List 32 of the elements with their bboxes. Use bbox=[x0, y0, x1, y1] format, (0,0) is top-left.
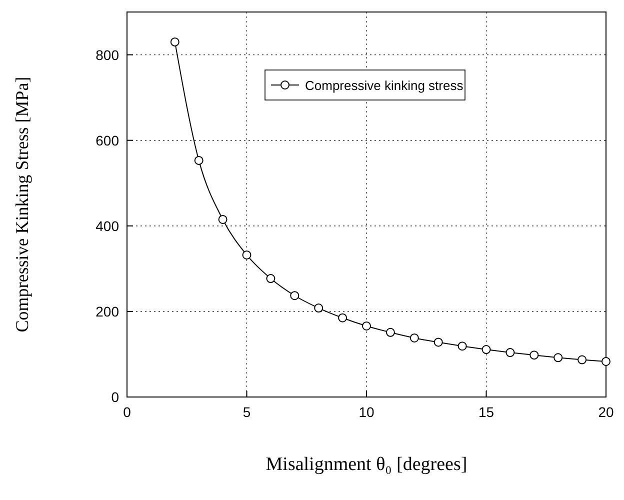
point bbox=[338, 313, 348, 322]
point bbox=[578, 355, 587, 364]
point bbox=[458, 342, 467, 351]
y-axis-title: Compressive Kinking Stress [MPa] bbox=[12, 76, 32, 332]
x-tick-label: 0 bbox=[123, 404, 132, 420]
point bbox=[602, 356, 610, 366]
point bbox=[194, 156, 204, 165]
point bbox=[386, 328, 395, 337]
y-tick-label: 400 bbox=[96, 218, 120, 234]
x-tick-label: 10 bbox=[358, 404, 374, 420]
point bbox=[242, 250, 252, 260]
point bbox=[506, 348, 515, 358]
point bbox=[410, 333, 419, 342]
point bbox=[290, 291, 300, 300]
point bbox=[218, 214, 228, 224]
y-tick-label: 0 bbox=[111, 389, 120, 405]
point bbox=[554, 353, 563, 362]
x-axis-title: Misalignment θ₀ [degrees] bbox=[266, 454, 468, 475]
x-tick-label: 20 bbox=[598, 404, 614, 420]
legend-label: Compressive kinking stress bbox=[305, 78, 464, 93]
point bbox=[170, 37, 180, 46]
point bbox=[434, 338, 443, 347]
y-tick-label: 800 bbox=[96, 46, 120, 63]
point bbox=[530, 350, 539, 360]
point bbox=[314, 304, 324, 313]
x-tick-label: 15 bbox=[478, 404, 494, 420]
point bbox=[266, 274, 276, 284]
y-tick-label: 200 bbox=[96, 303, 120, 320]
point bbox=[482, 345, 491, 354]
x-tick-label: 5 bbox=[242, 404, 251, 420]
point bbox=[362, 321, 371, 330]
y-tick-label: 600 bbox=[96, 132, 120, 148]
